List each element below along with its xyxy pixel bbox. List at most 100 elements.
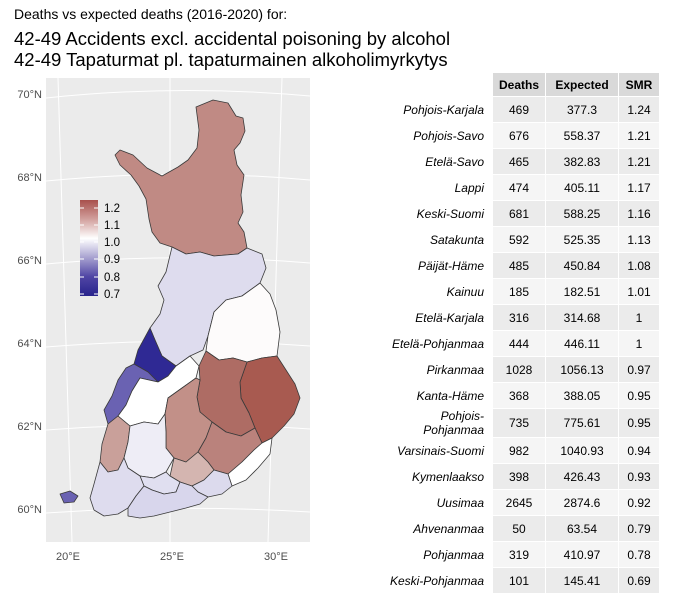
color-legend: 1.2 1.1 1.0 0.9 0.8 0.7 <box>80 200 120 301</box>
smr-cell: 1.21 <box>619 148 661 174</box>
table-row: Varsinais-Suomi 982 1040.93 0.94 <box>378 437 661 463</box>
chart-subtitle: Deaths vs expected deaths (2016-2020) fo… <box>14 6 288 22</box>
smr-cell: 0.79 <box>619 515 661 541</box>
region-name-cell: Ahvenanmaa <box>378 515 493 541</box>
table-row: Ahvenanmaa 50 63.54 0.79 <box>378 515 661 541</box>
region-name-cell: Satakunta <box>378 226 493 252</box>
lat-label-66n: 66°N <box>17 255 42 267</box>
deaths-cell: 676 <box>493 122 547 148</box>
expected-cell: 450.84 <box>546 252 620 278</box>
legend-label-1-2: 1.2 <box>104 203 120 215</box>
expected-cell: 410.97 <box>546 541 620 567</box>
expected-cell: 63.54 <box>546 515 620 541</box>
region-ahvenanmaa <box>59 490 79 504</box>
table-row: Keski-Suomi 681 588.25 1.16 <box>378 200 661 226</box>
region-etela-karjala <box>227 437 273 487</box>
lat-label-68n: 68°N <box>17 172 42 184</box>
table-row: Kainuu 185 182.51 1.01 <box>378 278 661 304</box>
smr-cell: 1.16 <box>619 200 661 226</box>
expected-cell: 1040.93 <box>546 437 620 463</box>
smr-cell: 0.95 <box>619 408 661 437</box>
legend-label-1-0: 1.0 <box>104 237 120 249</box>
region-name-cell: Pohjanmaa <box>378 541 493 567</box>
expected-cell: 2874.6 <box>546 489 620 515</box>
region-name-cell: Varsinais-Suomi <box>378 437 493 463</box>
smr-cell: 0.97 <box>619 356 661 382</box>
deaths-cell: 444 <box>493 330 547 356</box>
region-name-cell: Etelä-Karjala <box>378 304 493 330</box>
deaths-cell: 485 <box>493 252 547 278</box>
deaths-cell: 982 <box>493 437 547 463</box>
lon-label-25e: 25°E <box>160 551 184 563</box>
region-name-cell: Lappi <box>378 174 493 200</box>
region-name-cell: Päijät-Häme <box>378 252 493 278</box>
chart-title-english: 42-49 Accidents excl. accidental poisoni… <box>14 28 451 49</box>
smr-cell: 0.95 <box>619 382 661 408</box>
region-name-cell: Pohjois-Pohjanmaa <box>378 408 493 437</box>
smr-cell: 1 <box>619 304 661 330</box>
smr-cell: 1.24 <box>619 96 661 122</box>
lat-label-70n: 70°N <box>17 89 42 101</box>
deaths-cell: 50 <box>493 515 547 541</box>
lon-label-20e: 20°E <box>56 551 80 563</box>
region-name-cell: Pirkanmaa <box>378 356 493 382</box>
smr-cell: 0.78 <box>619 541 661 567</box>
expected-cell: 446.11 <box>546 330 620 356</box>
smr-cell: 1.13 <box>619 226 661 252</box>
legend-colorbar <box>80 200 98 296</box>
deaths-cell: 2645 <box>493 489 547 515</box>
lat-label-64n: 64°N <box>17 338 42 350</box>
table-header-row: Deaths Expected SMR <box>378 73 661 96</box>
latitude-labels: 70°N 68°N 66°N 64°N 62°N 60°N <box>17 89 42 516</box>
deaths-cell: 735 <box>493 408 547 437</box>
header-expected: Expected <box>546 73 620 96</box>
smr-table: Deaths Expected SMR Pohjois-Karjala 469 37… <box>378 73 661 593</box>
legend-label-0-7: 0.7 <box>104 289 120 301</box>
region-name-cell: Kainuu <box>378 278 493 304</box>
lat-label-62n: 62°N <box>17 421 42 433</box>
deaths-cell: 474 <box>493 174 547 200</box>
table-row: Pirkanmaa 1028 1056.13 0.97 <box>378 356 661 382</box>
table-row: Kanta-Häme 368 388.05 0.95 <box>378 382 661 408</box>
smr-cell: 1.21 <box>619 122 661 148</box>
region-name-cell: Uusimaa <box>378 489 493 515</box>
finland-choropleth-map: 70°N 68°N 66°N 64°N 62°N 60°N 20°E 25°E … <box>17 77 311 563</box>
legend-label-1-1: 1.1 <box>104 220 120 232</box>
expected-cell: 388.05 <box>546 382 620 408</box>
deaths-cell: 681 <box>493 200 547 226</box>
region-name-cell: Etelä-Savo <box>378 148 493 174</box>
deaths-cell: 319 <box>493 541 547 567</box>
table-row: Satakunta 592 525.35 1.13 <box>378 226 661 252</box>
deaths-cell: 368 <box>493 382 547 408</box>
region-name-cell: Kanta-Häme <box>378 382 493 408</box>
table-row: Pohjois-Karjala 469 377.3 1.24 <box>378 96 661 122</box>
legend-ticks <box>80 207 98 295</box>
deaths-cell: 185 <box>493 278 547 304</box>
expected-cell: 775.61 <box>546 408 620 437</box>
deaths-cell: 592 <box>493 226 547 252</box>
smr-cell: 0.94 <box>619 437 661 463</box>
expected-cell: 314.68 <box>546 304 620 330</box>
legend-label-0-8: 0.8 <box>104 272 120 284</box>
longitude-labels: 20°E 25°E 30°E <box>56 551 288 563</box>
region-name-cell: Etelä-Pohjanmaa <box>378 330 493 356</box>
deaths-cell: 1028 <box>493 356 547 382</box>
deaths-cell: 469 <box>493 96 547 122</box>
table-row: Etelä-Karjala 316 314.68 1 <box>378 304 661 330</box>
table-row: Pohjois-Savo 676 558.37 1.21 <box>378 122 661 148</box>
table-row: Päijät-Häme 485 450.84 1.08 <box>378 252 661 278</box>
region-name-cell: Keski-Suomi <box>378 200 493 226</box>
lon-label-30e: 30°E <box>264 551 288 563</box>
smr-cell: 0.92 <box>619 489 661 515</box>
expected-cell: 558.37 <box>546 122 620 148</box>
table-body: Pohjois-Karjala 469 377.3 1.24 Pohjois-Savo 6… <box>378 96 661 593</box>
region-uusimaa <box>127 481 209 519</box>
expected-cell: 525.35 <box>546 226 620 252</box>
header-smr: SMR <box>619 73 661 96</box>
expected-cell: 405.11 <box>546 174 620 200</box>
expected-cell: 588.25 <box>546 200 620 226</box>
smr-cell: 0.93 <box>619 463 661 489</box>
region-name-cell: Keski-Pohjanmaa <box>378 567 493 593</box>
smr-cell: 1.08 <box>619 252 661 278</box>
table-row: Pohjois-Pohjanmaa 735 775.61 0.95 <box>378 408 661 437</box>
